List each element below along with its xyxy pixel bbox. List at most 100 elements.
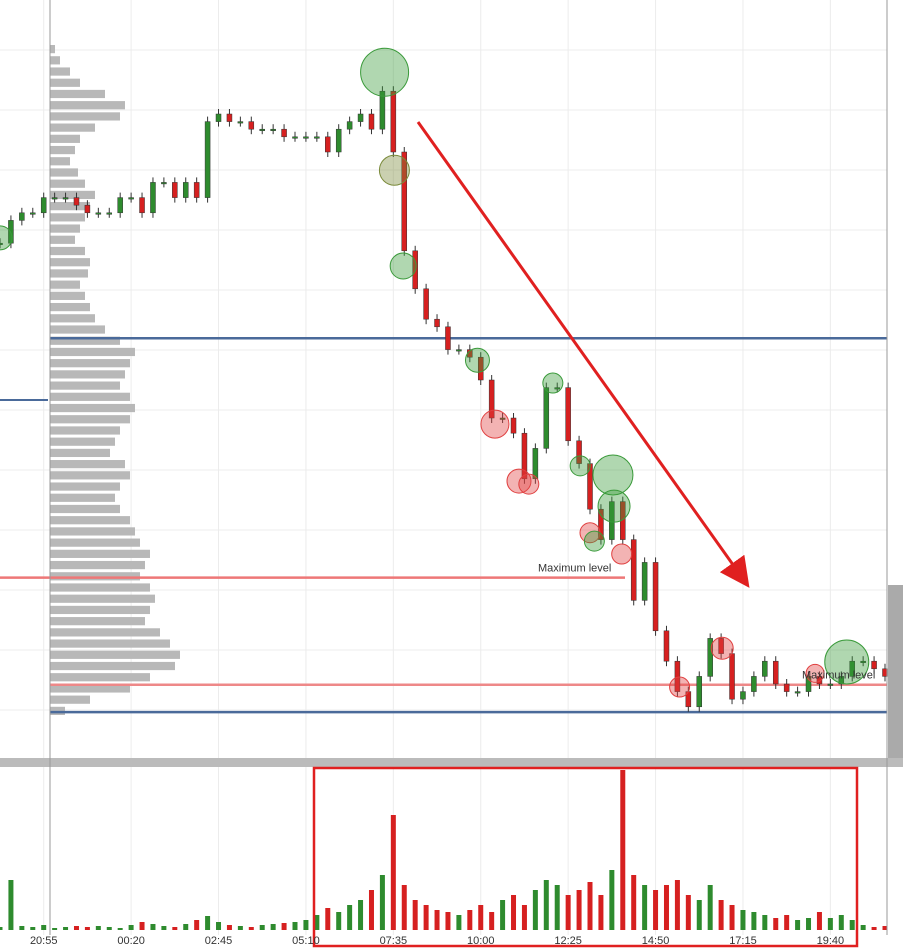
volume-bar — [707, 885, 713, 930]
profile-bar — [50, 673, 150, 682]
volume-bar — [467, 910, 473, 930]
candle — [357, 113, 364, 122]
volume-bar — [543, 880, 549, 930]
candle — [161, 182, 167, 185]
volume-bar — [379, 875, 385, 930]
volume-bar — [30, 927, 36, 930]
profile-bar — [50, 359, 130, 368]
volume-bar — [598, 895, 604, 930]
volume-bar — [663, 885, 669, 930]
volume-bar — [445, 912, 451, 930]
candle — [390, 90, 397, 153]
volume-bar — [412, 900, 418, 930]
volume-bar — [52, 928, 58, 930]
x-tick-label: 05:10 — [292, 935, 320, 947]
profile-bar — [50, 291, 85, 300]
candle — [805, 676, 812, 692]
volume-bar — [816, 912, 822, 930]
profile-bar — [50, 101, 125, 110]
profile-bar — [50, 392, 130, 401]
candle — [270, 128, 276, 131]
candle — [117, 197, 123, 214]
candle — [423, 288, 429, 320]
candle — [30, 212, 36, 215]
profile-bar — [50, 605, 150, 615]
volume-bar — [674, 880, 680, 930]
volume-bar — [172, 927, 178, 930]
candle — [762, 660, 768, 677]
candle — [499, 417, 506, 420]
profile-bar — [50, 504, 120, 514]
profile-bar — [50, 45, 55, 54]
candle — [51, 197, 58, 200]
candle — [226, 113, 233, 122]
profile-bar — [50, 258, 90, 267]
profile-bar — [50, 190, 95, 200]
candle — [794, 691, 801, 694]
profile-bar — [50, 572, 140, 581]
highlight-box — [312, 766, 859, 948]
profile-bar — [50, 347, 135, 357]
volume-bar — [73, 926, 79, 930]
profile-bar — [50, 527, 135, 536]
profile-bar — [50, 493, 115, 502]
x-tick-label: 12:25 — [554, 935, 582, 947]
candle — [456, 349, 462, 352]
candle — [816, 676, 823, 685]
profile-bar — [50, 370, 125, 379]
trade-bubble — [569, 455, 591, 477]
profile-bar — [50, 224, 80, 233]
profile-bar — [50, 460, 125, 469]
candle — [838, 676, 845, 685]
volume-bar — [161, 926, 167, 930]
profile-bar — [50, 145, 75, 155]
volume-bar — [751, 912, 757, 930]
volume-bar — [554, 885, 560, 930]
volume-bar — [237, 926, 243, 930]
candle — [292, 136, 298, 139]
volume-bar — [270, 924, 276, 930]
profile-bar — [50, 549, 150, 558]
candle — [652, 562, 659, 632]
candle — [751, 676, 757, 692]
trade-bubble — [464, 347, 490, 373]
volume-bar — [303, 920, 309, 930]
profile-bar — [50, 213, 85, 222]
volume-bar — [226, 925, 232, 930]
profile-bar — [50, 661, 175, 671]
trade-bubble — [360, 47, 410, 97]
profile-bar — [50, 325, 105, 334]
volume-bar — [216, 922, 222, 930]
volume-bar — [368, 890, 374, 930]
volume-bar — [871, 927, 877, 930]
volume-bar — [128, 925, 134, 930]
candle — [281, 128, 287, 138]
candle — [303, 136, 309, 139]
volume-bar — [314, 915, 320, 930]
volume-bar — [882, 926, 888, 930]
profile-bar — [50, 482, 120, 491]
volume-bar — [478, 905, 484, 930]
profile-bar — [50, 538, 140, 547]
profile-bar — [50, 583, 150, 592]
volume-bar — [401, 885, 407, 930]
trade-bubble — [611, 543, 633, 565]
candle — [204, 121, 211, 198]
candle — [565, 387, 571, 442]
x-tick-label: 00:20 — [117, 935, 145, 947]
volume-bar — [63, 927, 69, 930]
volume-bar — [500, 900, 506, 930]
volume-bar — [773, 918, 779, 930]
x-tick-label: 10:00 — [467, 935, 495, 947]
profile-bar — [50, 617, 145, 626]
volume-bar — [511, 895, 517, 930]
candle — [740, 691, 746, 700]
candle — [663, 630, 670, 662]
volume-bar — [489, 912, 495, 930]
profile-bar — [50, 594, 155, 603]
volume-bar — [729, 905, 735, 930]
profile-bar — [50, 67, 70, 76]
candle — [674, 660, 681, 692]
volume-bar — [150, 924, 156, 930]
